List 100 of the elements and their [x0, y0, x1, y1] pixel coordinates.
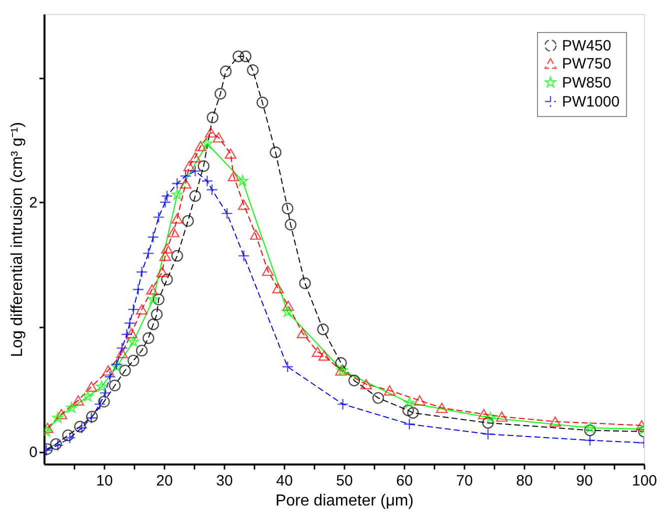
point: [221, 208, 233, 220]
point: [180, 170, 192, 182]
x-tick-label: 90: [576, 472, 593, 490]
point: [136, 344, 148, 356]
point: [136, 304, 148, 315]
point: [126, 328, 138, 338]
point: [142, 247, 154, 260]
point: [64, 432, 76, 444]
y-tick-label: 2: [29, 194, 38, 212]
y-axis-title: Log differential intrusion (cm³ g⁻¹): [9, 122, 26, 358]
point: [72, 395, 84, 406]
point: [94, 398, 106, 410]
point: [317, 324, 329, 336]
point: [240, 50, 252, 62]
point: [336, 398, 349, 410]
point: [52, 412, 64, 423]
x-tick-label: 10: [96, 472, 113, 490]
point: [189, 165, 202, 177]
point: [102, 365, 114, 376]
point: [142, 332, 154, 344]
point: [152, 211, 164, 224]
x-axis-title: Pore diameter (μm): [275, 492, 414, 510]
point: [128, 304, 140, 316]
point: [238, 200, 250, 210]
point: [284, 218, 296, 230]
point: [168, 227, 180, 238]
point: [99, 387, 112, 399]
point: [119, 364, 131, 376]
point: [124, 317, 136, 329]
point: [189, 190, 202, 202]
point: [201, 175, 214, 187]
point: [161, 274, 173, 286]
point: [148, 294, 159, 304]
point: [584, 424, 596, 436]
x-tick-label: 30: [216, 472, 233, 490]
point: [159, 250, 172, 261]
point: [404, 397, 415, 408]
point: [348, 374, 360, 386]
point: [96, 380, 108, 392]
point: [478, 409, 490, 420]
point: [161, 190, 173, 202]
point: [98, 396, 110, 408]
point: [152, 294, 164, 306]
point: [111, 360, 122, 372]
point: [116, 348, 128, 358]
point: [318, 350, 330, 361]
point: [220, 66, 232, 78]
point: [180, 178, 192, 189]
point: [404, 418, 416, 430]
point: [282, 202, 294, 214]
x-tick-label: 50: [336, 472, 353, 490]
point: [159, 196, 172, 208]
point: [108, 380, 121, 392]
point: [171, 178, 184, 190]
point: [172, 188, 183, 200]
x-tick-label: 100: [632, 472, 658, 490]
point: [150, 308, 163, 320]
point: [110, 358, 122, 370]
point: [189, 152, 202, 162]
legend-label: PW450: [562, 38, 612, 54]
point: [237, 175, 248, 186]
point: [407, 407, 419, 419]
point: [372, 392, 384, 404]
legend-label: PW1000: [562, 94, 620, 110]
point: [104, 370, 116, 383]
point: [584, 434, 596, 446]
x-tick-label: 80: [516, 472, 533, 490]
point: [128, 336, 139, 347]
point: [299, 277, 311, 290]
point: [232, 50, 244, 62]
point: [482, 417, 494, 429]
point: [66, 402, 78, 413]
point: [206, 112, 218, 124]
point: [198, 160, 210, 172]
point: [482, 428, 494, 440]
point: [282, 306, 294, 317]
point: [246, 64, 259, 76]
point: [182, 215, 194, 227]
x-tick-label: 40: [276, 472, 293, 490]
point: [194, 140, 206, 152]
point: [202, 138, 213, 148]
legend-label: PW850: [562, 74, 612, 92]
point: [204, 127, 217, 138]
point: [335, 357, 347, 369]
point: [250, 229, 262, 240]
point: [436, 402, 448, 414]
point: [56, 409, 68, 420]
point: [212, 132, 224, 143]
point: [238, 250, 250, 262]
point: [206, 184, 218, 196]
point: [82, 390, 94, 402]
point: [136, 266, 148, 278]
point: [156, 266, 168, 278]
x-tick-label: 70: [456, 472, 473, 490]
point: [147, 318, 160, 330]
point: [272, 283, 284, 294]
point: [584, 422, 596, 433]
point: [270, 146, 282, 158]
point: [116, 342, 128, 354]
point: [224, 148, 236, 159]
